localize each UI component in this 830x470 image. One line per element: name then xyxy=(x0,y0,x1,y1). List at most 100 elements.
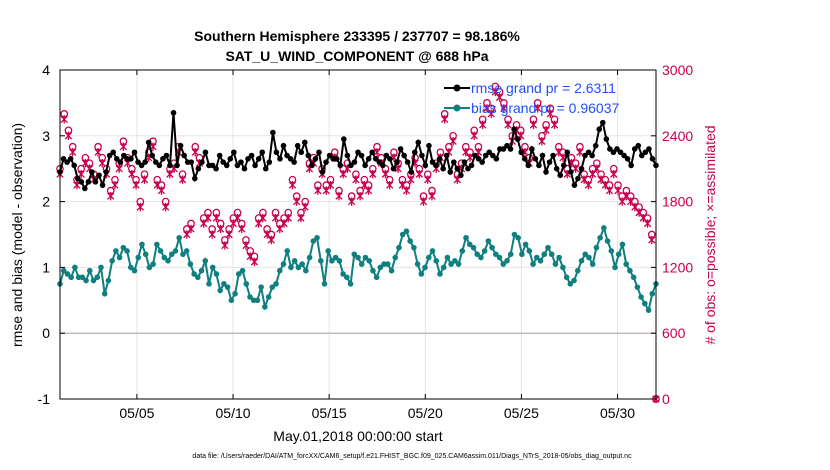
rmse-point xyxy=(642,149,649,156)
rmse-point xyxy=(592,142,599,149)
rmse-point xyxy=(582,152,588,159)
bias-point xyxy=(366,258,372,264)
bias-point xyxy=(377,264,384,271)
obs-assimilated-marker xyxy=(132,180,140,190)
bias-point xyxy=(310,238,317,244)
bias-point xyxy=(146,264,153,271)
obs-assimilated-marker xyxy=(386,180,394,190)
bias-point xyxy=(433,258,440,264)
rmse-point xyxy=(64,159,70,165)
rmse-point xyxy=(216,152,223,159)
bias-point xyxy=(556,254,562,261)
bias-point xyxy=(213,271,220,277)
rmse-point xyxy=(106,152,113,159)
legend-entry: bias grand pr = 0.96037 xyxy=(444,100,619,116)
obs-assimilated-marker xyxy=(200,219,208,228)
rmse-point xyxy=(294,142,301,149)
legend-marker xyxy=(453,104,461,112)
rmse-point xyxy=(387,156,393,162)
bias-point xyxy=(403,228,410,235)
bias-point xyxy=(452,258,458,264)
rmse-point xyxy=(213,165,219,172)
bias-point xyxy=(165,258,171,264)
bias-point xyxy=(548,251,555,258)
bias-point xyxy=(209,264,216,271)
obs-assimilated-marker xyxy=(597,175,605,184)
rmse-point xyxy=(348,162,354,169)
obs-assimilated-marker xyxy=(593,164,601,173)
legend-label: bias grand pr = 0.96037 xyxy=(471,100,619,116)
right-tick-label: 1200 xyxy=(662,259,693,275)
obs-assimilated-marker xyxy=(529,120,538,130)
obs-assimilated-marker xyxy=(550,120,559,130)
rmse-point xyxy=(646,146,652,152)
bias-point xyxy=(131,267,138,274)
rmse-point xyxy=(323,159,329,165)
obs-assimilated-marker xyxy=(622,191,631,201)
rmse-point xyxy=(266,159,273,165)
rmse-point xyxy=(369,149,375,156)
bias-point xyxy=(455,261,462,267)
bias-point xyxy=(325,248,332,254)
rmse-point xyxy=(557,172,564,179)
rmse-point xyxy=(639,152,645,159)
bias-point xyxy=(563,274,570,281)
bias-point xyxy=(321,281,328,287)
obs-assimilated-marker xyxy=(301,202,309,212)
bias-point xyxy=(511,231,518,238)
rmse-point xyxy=(309,162,315,169)
rmse-point xyxy=(99,182,106,188)
rmse-point xyxy=(447,169,454,175)
rmse-point xyxy=(568,169,574,175)
bias-point xyxy=(247,294,253,300)
bias-point xyxy=(634,284,641,290)
x-axis-ticks: 05/05 05/10 05/15 05/20 05/25 05/30 xyxy=(119,70,635,421)
bias-point xyxy=(593,244,600,251)
rmse-point xyxy=(415,139,422,146)
obs-assimilated-marker xyxy=(157,186,166,195)
obs-assimilated-marker xyxy=(284,213,292,223)
bias-point xyxy=(113,248,119,254)
obs-assimilated-marker xyxy=(212,213,221,223)
bias-point xyxy=(269,284,276,290)
rmse-point xyxy=(465,165,471,172)
obs-assimilated-marker xyxy=(533,104,542,113)
bias-point xyxy=(195,274,201,281)
obs-assimilated-marker xyxy=(288,180,297,190)
rmse-point xyxy=(411,149,418,156)
obs-assimilated-marker xyxy=(204,213,212,223)
rmse-point xyxy=(521,156,528,162)
rmse-point xyxy=(117,159,124,165)
rmse-point xyxy=(170,109,177,116)
obs-assimilated-marker xyxy=(208,230,216,239)
obs-assimilated-marker xyxy=(335,191,343,201)
obs-assimilated-marker xyxy=(259,213,267,223)
obs-assimilated-marker xyxy=(183,230,191,239)
rmse-point xyxy=(103,169,109,175)
rmse-point xyxy=(245,156,251,162)
obs-assimilated-marker xyxy=(546,109,554,119)
rmse-point xyxy=(74,175,81,182)
right-tick-label: 1800 xyxy=(662,194,693,210)
bias-point xyxy=(120,244,127,251)
obs-assimilated-marker xyxy=(136,202,144,212)
left-tick-label: -1 xyxy=(38,391,51,407)
bias-point xyxy=(396,244,402,251)
right-tick-label: 600 xyxy=(662,325,686,341)
bias-point xyxy=(150,261,156,267)
bias-point xyxy=(258,284,264,290)
bias-point xyxy=(161,254,168,261)
rmse-point xyxy=(475,156,482,162)
rmse-point xyxy=(372,156,379,162)
x-tick-label: 05/15 xyxy=(312,405,347,421)
legend: rmse grand pr = 2.6311 bias grand pr = 0.… xyxy=(444,80,619,116)
rmse-point xyxy=(135,159,141,165)
bias-point xyxy=(90,277,97,284)
rmse-point xyxy=(255,156,262,162)
bias-point xyxy=(362,254,369,261)
rmse-point xyxy=(92,179,99,185)
bias-point xyxy=(280,261,287,267)
obs-assimilated-marker xyxy=(542,126,550,135)
bias-point xyxy=(306,254,313,261)
